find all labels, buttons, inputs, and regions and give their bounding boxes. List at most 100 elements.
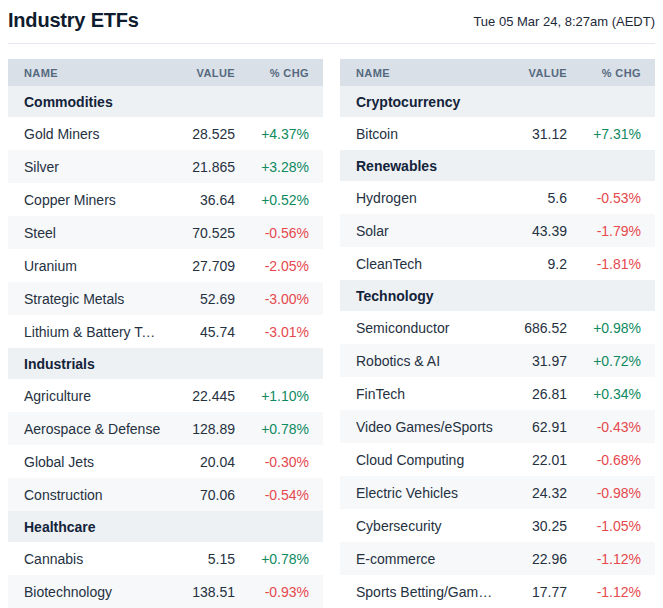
- etf-row[interactable]: CleanTech 9.2 -1.81%: [340, 247, 655, 280]
- etf-row[interactable]: Global Jets 20.04 -0.30%: [8, 445, 323, 478]
- etf-row[interactable]: Sports Betting/Gaming 17.77 -1.12%: [340, 575, 655, 608]
- etf-change: -1.05%: [567, 518, 641, 534]
- etf-name: Gold Miners: [24, 126, 163, 142]
- etf-row[interactable]: Strategic Metals 52.69 -3.00%: [8, 282, 323, 315]
- etf-change: -1.79%: [567, 223, 641, 239]
- etf-row[interactable]: Solar 43.39 -1.79%: [340, 214, 655, 247]
- etf-name: Cloud Computing: [356, 452, 495, 468]
- column-header-value: VALUE: [495, 67, 567, 79]
- section-header: Healthcare: [8, 511, 323, 542]
- etf-row[interactable]: Semiconductor 686.52 +0.98%: [340, 311, 655, 344]
- etf-row[interactable]: Cybersecurity 30.25 -1.05%: [340, 509, 655, 542]
- etf-value: 22.01: [495, 452, 567, 468]
- etf-value: 9.2: [495, 256, 567, 272]
- etf-value: 30.25: [495, 518, 567, 534]
- etf-name: FinTech: [356, 386, 495, 402]
- section-name: Renewables: [356, 158, 437, 174]
- etf-change: -0.93%: [235, 584, 309, 600]
- etf-row[interactable]: Hydrogen 5.6 -0.53%: [340, 181, 655, 214]
- etf-name: Hydrogen: [356, 190, 495, 206]
- etf-row[interactable]: Robotics & AI 31.97 +0.72%: [340, 344, 655, 377]
- etf-value: 31.12: [495, 126, 567, 142]
- section-name: Technology: [356, 288, 434, 304]
- etf-name: Sports Betting/Gaming: [356, 584, 495, 600]
- etf-change: -2.05%: [235, 258, 309, 274]
- etf-change: -3.00%: [235, 291, 309, 307]
- etf-row[interactable]: E-commerce 22.96 -1.12%: [340, 542, 655, 575]
- etf-change: +0.78%: [235, 551, 309, 567]
- etf-change: -1.12%: [567, 551, 641, 567]
- industry-etfs-panel: Industry ETFs Tue 05 Mar 24, 8:27am (AED…: [0, 0, 663, 608]
- etf-row[interactable]: Aerospace & Defense 128.89 +0.78%: [8, 412, 323, 445]
- etf-row[interactable]: Lithium & Battery Tech 45.74 -3.01%: [8, 315, 323, 348]
- etf-value: 31.97: [495, 353, 567, 369]
- etf-name: Video Games/eSports: [356, 419, 495, 435]
- section-name: Cryptocurrency: [356, 94, 460, 110]
- etf-change: +4.37%: [235, 126, 309, 142]
- etf-name: CleanTech: [356, 256, 495, 272]
- etf-name: Bitcoin: [356, 126, 495, 142]
- etf-value: 70.06: [163, 487, 235, 503]
- etf-change: +1.10%: [235, 388, 309, 404]
- etf-change: -0.98%: [567, 485, 641, 501]
- etf-row[interactable]: FinTech 26.81 +0.34%: [340, 377, 655, 410]
- etf-row[interactable]: Video Games/eSports 62.91 -0.43%: [340, 410, 655, 443]
- etf-change: -1.12%: [567, 584, 641, 600]
- etf-value: 5.15: [163, 551, 235, 567]
- etf-value: 21.865: [163, 159, 235, 175]
- etf-name: Lithium & Battery Tech: [24, 324, 163, 340]
- etf-name: Semiconductor: [356, 320, 495, 336]
- etf-name: Electric Vehicles: [356, 485, 495, 501]
- section-name: Industrials: [24, 356, 95, 372]
- etf-row[interactable]: Steel 70.525 -0.56%: [8, 216, 323, 249]
- etf-row[interactable]: Silver 21.865 +3.28%: [8, 150, 323, 183]
- etf-name: Construction: [24, 487, 163, 503]
- etf-name: Robotics & AI: [356, 353, 495, 369]
- etf-row[interactable]: Biotechnology 138.51 -0.93%: [8, 575, 323, 608]
- etf-value: 22.96: [495, 551, 567, 567]
- etf-row[interactable]: Electric Vehicles 24.32 -0.98%: [340, 476, 655, 509]
- section-header: Renewables: [340, 150, 655, 181]
- column-header-value: VALUE: [163, 67, 235, 79]
- etf-name: Strategic Metals: [24, 291, 163, 307]
- etf-name: Biotechnology: [24, 584, 163, 600]
- etf-change: -3.01%: [235, 324, 309, 340]
- etf-value: 686.52: [495, 320, 567, 336]
- section-header: Technology: [340, 280, 655, 311]
- column-header-name: NAME: [356, 67, 495, 79]
- etf-name: Solar: [356, 223, 495, 239]
- etf-change: -0.30%: [235, 454, 309, 470]
- etf-value: 36.64: [163, 192, 235, 208]
- etf-name: Aerospace & Defense: [24, 421, 163, 437]
- column-header-name: NAME: [24, 67, 163, 79]
- etf-change: -0.54%: [235, 487, 309, 503]
- etf-name: Cybersecurity: [356, 518, 495, 534]
- section-header: Commodities: [8, 86, 323, 117]
- etf-change: +0.72%: [567, 353, 641, 369]
- etf-row[interactable]: Agriculture 22.445 +1.10%: [8, 379, 323, 412]
- section-header: Industrials: [8, 348, 323, 379]
- etf-value: 26.81: [495, 386, 567, 402]
- etf-row[interactable]: Cannabis 5.15 +0.78%: [8, 542, 323, 575]
- page-title: Industry ETFs: [8, 9, 139, 32]
- etf-value: 128.89: [163, 421, 235, 437]
- etf-row[interactable]: Bitcoin 31.12 +7.31%: [340, 117, 655, 150]
- etf-row[interactable]: Construction 70.06 -0.54%: [8, 478, 323, 511]
- etf-row[interactable]: Gold Miners 28.525 +4.37%: [8, 117, 323, 150]
- etf-name: Cannabis: [24, 551, 163, 567]
- etf-change: +7.31%: [567, 126, 641, 142]
- etf-row[interactable]: Uranium 27.709 -2.05%: [8, 249, 323, 282]
- etf-name: Silver: [24, 159, 163, 175]
- etf-change: -0.68%: [567, 452, 641, 468]
- etf-value: 45.74: [163, 324, 235, 340]
- panel-header: Industry ETFs Tue 05 Mar 24, 8:27am (AED…: [8, 0, 655, 32]
- etf-row[interactable]: Copper Miners 36.64 +0.52%: [8, 183, 323, 216]
- etf-row[interactable]: Cloud Computing 22.01 -0.68%: [340, 443, 655, 476]
- etf-value: 62.91: [495, 419, 567, 435]
- column-header-chg: % CHG: [567, 67, 641, 79]
- column-header-row: NAME VALUE % CHG: [8, 59, 323, 86]
- etf-name: Global Jets: [24, 454, 163, 470]
- etf-value: 22.445: [163, 388, 235, 404]
- section-name: Healthcare: [24, 519, 96, 535]
- etf-name: Copper Miners: [24, 192, 163, 208]
